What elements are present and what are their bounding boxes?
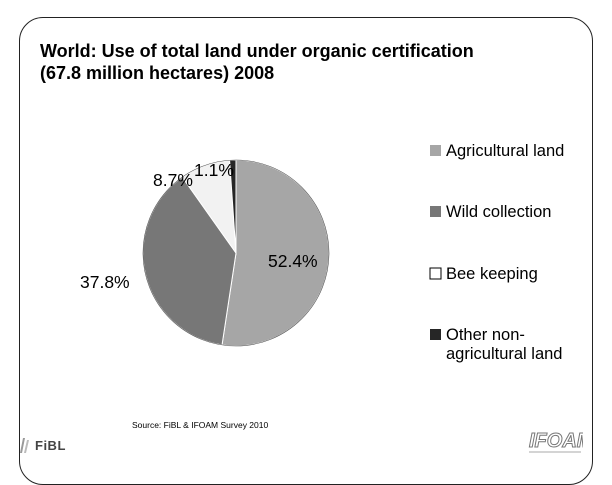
- data-label-wild-collection: 37.8%: [80, 272, 130, 292]
- legend-label-bee-keeping: Bee keeping: [446, 265, 538, 283]
- legend-label-agricultural-land: Agricultural land: [446, 142, 564, 160]
- pie-slices: [142, 159, 330, 347]
- data-label-bee-keeping: 8.7%: [153, 170, 193, 190]
- pie-data-labels: 52.4% 37.8% 8.7% 1.1%: [80, 160, 318, 292]
- fibl-leaf-icon: [20, 438, 29, 453]
- chart-title: World: Use of total land under organic c…: [40, 40, 580, 84]
- source-note: Source: FiBL & IFOAM Survey 2010: [132, 420, 269, 430]
- data-label-agricultural-land: 52.4%: [268, 251, 318, 271]
- pie-outline: [142, 159, 330, 347]
- legend-label-wild-collection: Wild collection: [446, 203, 551, 221]
- legend-label-other-non-agricultural-line-2: agricultural land: [446, 345, 562, 363]
- chart-title-line-2: (67.8 million hectares) 2008: [40, 63, 275, 83]
- data-label-other-non-agricultural: 1.1%: [194, 160, 234, 180]
- legend-label-other-non-agricultural-line-1: Other non-: [446, 326, 525, 344]
- ifoam-logo-text: IFOAM: [529, 430, 583, 452]
- fibl-logo-text: FiBL: [35, 437, 66, 453]
- legend-swatch-agricultural-land: [430, 145, 441, 156]
- pie-chart: 52.4% 37.8% 8.7% 1.1% Agricultural land …: [80, 142, 564, 363]
- legend-swatch-bee-keeping: [429, 267, 442, 280]
- legend-swatch-wild-collection: [430, 206, 441, 217]
- ifoam-logo: IFOAM: [529, 430, 583, 453]
- legend-swatch-other-non-agricultural: [430, 329, 441, 340]
- legend: Agricultural land Wild collection Bee ke…: [429, 142, 564, 363]
- fibl-logo: FiBL: [17, 436, 66, 454]
- chart-title-line-1: World: Use of total land under organic c…: [40, 41, 474, 61]
